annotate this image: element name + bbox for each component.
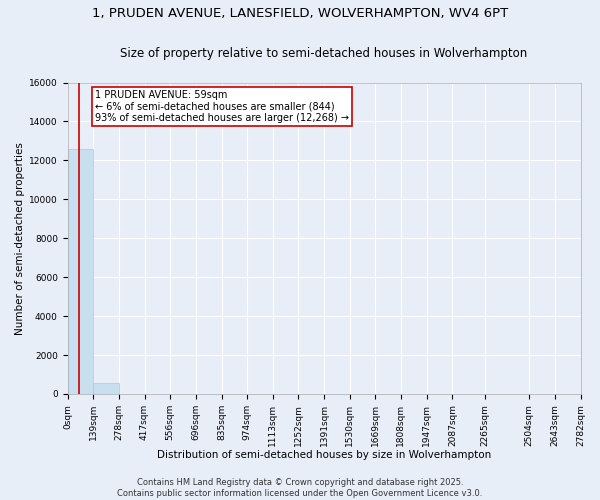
Y-axis label: Number of semi-detached properties: Number of semi-detached properties <box>15 142 25 334</box>
Title: Size of property relative to semi-detached houses in Wolverhampton: Size of property relative to semi-detach… <box>121 48 527 60</box>
Text: 1 PRUDEN AVENUE: 59sqm
← 6% of semi-detached houses are smaller (844)
93% of sem: 1 PRUDEN AVENUE: 59sqm ← 6% of semi-deta… <box>95 90 349 124</box>
Bar <box>93 384 119 394</box>
X-axis label: Distribution of semi-detached houses by size in Wolverhampton: Distribution of semi-detached houses by … <box>157 450 491 460</box>
Text: Contains HM Land Registry data © Crown copyright and database right 2025.
Contai: Contains HM Land Registry data © Crown c… <box>118 478 482 498</box>
Bar <box>68 148 93 394</box>
Text: 1, PRUDEN AVENUE, LANESFIELD, WOLVERHAMPTON, WV4 6PT: 1, PRUDEN AVENUE, LANESFIELD, WOLVERHAMP… <box>92 8 508 20</box>
